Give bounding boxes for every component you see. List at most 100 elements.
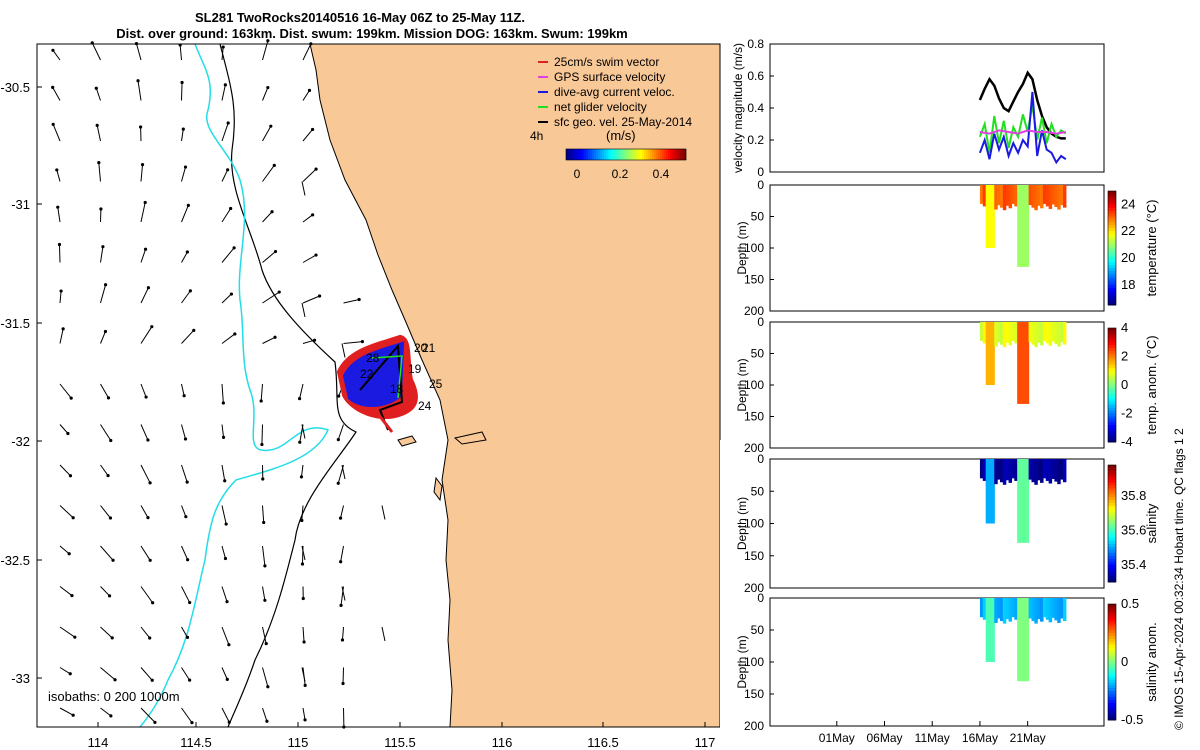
profile-cell	[1022, 459, 1027, 543]
current-vector	[100, 383, 109, 399]
profile-cell	[991, 459, 995, 524]
colorbar-cell	[1108, 422, 1116, 426]
speed-colorbar-cell	[632, 149, 635, 160]
speed-colorbar-cell	[662, 149, 665, 160]
speed-colorbar-cell	[660, 149, 663, 160]
x-tick-label: 114	[88, 735, 109, 750]
current-vector	[59, 505, 74, 519]
speed-colorbar-cell	[596, 149, 599, 160]
current-vector	[140, 667, 153, 681]
speed-colorbar-cell	[638, 149, 641, 160]
current-arrowhead	[269, 124, 273, 128]
current-vector	[56, 169, 61, 182]
time-tick-label: 01May	[819, 731, 855, 745]
island	[453, 431, 487, 445]
current-vector	[262, 125, 272, 142]
current-arrowhead	[99, 207, 103, 211]
colorbar-cell	[1108, 193, 1116, 198]
y-tick-label: 0	[757, 452, 764, 466]
current-vector	[181, 329, 195, 344]
current-arrowhead	[181, 127, 185, 131]
speed-colorbar-cell	[576, 149, 579, 160]
current-vector	[301, 181, 306, 196]
current-vector	[181, 205, 189, 223]
current-vector	[181, 383, 185, 396]
profile-cell	[999, 598, 1004, 622]
current-vector	[299, 383, 304, 399]
profile-cell	[979, 185, 984, 204]
current-arrowhead	[227, 720, 231, 724]
speed-colorbar-cell	[580, 149, 583, 160]
current-arrowhead	[338, 516, 343, 520]
colorbar-cell	[1108, 230, 1116, 235]
isobath-1000m	[139, 43, 330, 728]
current-vector	[302, 339, 315, 344]
current-vector	[140, 464, 151, 484]
current-vector	[221, 464, 226, 481]
y-tick-label: 100	[744, 655, 764, 669]
current-vector	[262, 707, 268, 722]
profile-cell	[997, 598, 1001, 619]
current-vector	[140, 326, 153, 344]
profile-cell	[1057, 322, 1061, 347]
profile-panel-3: 0 50 100 150 200 Depth (m) 35.8 35.6 35.4 salinit…	[735, 452, 1159, 595]
speed-colorbar-frame	[565, 148, 687, 161]
colorbar-frame	[1107, 327, 1117, 443]
colorbar-cell	[1108, 273, 1116, 277]
colorbar-cell	[1108, 393, 1116, 397]
current-vector	[302, 626, 305, 642]
current-arrowhead	[226, 168, 230, 172]
current-vector	[302, 129, 313, 142]
profile-cell	[1045, 459, 1050, 481]
profile-cell	[1045, 322, 1050, 344]
colorbar-cell	[1108, 330, 1116, 335]
speed-colorbar-cell	[668, 149, 671, 160]
current-vector	[341, 626, 344, 640]
current-vector	[100, 464, 109, 476]
colorbar-cell	[1108, 439, 1116, 443]
current-arrowhead	[97, 160, 101, 165]
current-arrowhead	[336, 481, 340, 485]
colorbar-cell	[1108, 210, 1116, 215]
current-vector	[96, 125, 101, 142]
profile-cell	[1011, 322, 1015, 341]
colorbar-cell	[1108, 546, 1116, 551]
colorbar-cell	[1108, 336, 1116, 340]
current-vector	[301, 424, 306, 439]
colorbar-cell	[1108, 196, 1116, 201]
profile-cell	[1020, 598, 1024, 682]
profile-cell	[1028, 598, 1033, 619]
day-label: 22	[360, 367, 374, 381]
legend-label: 25cm/s swim vector	[554, 55, 659, 69]
profile-cell	[991, 322, 995, 385]
current-arrowhead	[51, 122, 55, 126]
current-arrowhead	[59, 289, 63, 293]
colorbar-cell	[1108, 630, 1116, 634]
current-vector	[260, 383, 263, 401]
current-vector	[59, 383, 72, 399]
current-vector	[343, 299, 360, 304]
profile-cell	[1020, 459, 1024, 543]
profile-cell	[1017, 322, 1021, 404]
current-vector	[181, 707, 193, 723]
current-vector	[221, 626, 230, 645]
speed-colorbar-cell	[618, 149, 621, 160]
current-arrowhead	[273, 335, 277, 339]
current-vector	[262, 667, 269, 687]
legend-label: sfc geo. vel. 25-May-2014	[554, 115, 692, 129]
colorbar-cell	[1108, 473, 1116, 478]
profile-cell	[1034, 598, 1038, 624]
profile-cell	[985, 459, 990, 524]
colorbar-cell	[1108, 356, 1116, 360]
profile-cell	[1037, 459, 1041, 481]
colorbar-cell	[1108, 662, 1116, 666]
current-arrowhead	[301, 596, 305, 601]
current-arrowhead	[312, 338, 317, 342]
current-vector	[140, 202, 146, 223]
current-arrowhead	[57, 242, 62, 247]
x-tick-label: 115.5	[384, 735, 416, 750]
current-arrowhead	[185, 480, 189, 484]
current-arrowhead	[263, 564, 267, 568]
current-arrowhead	[71, 713, 75, 717]
